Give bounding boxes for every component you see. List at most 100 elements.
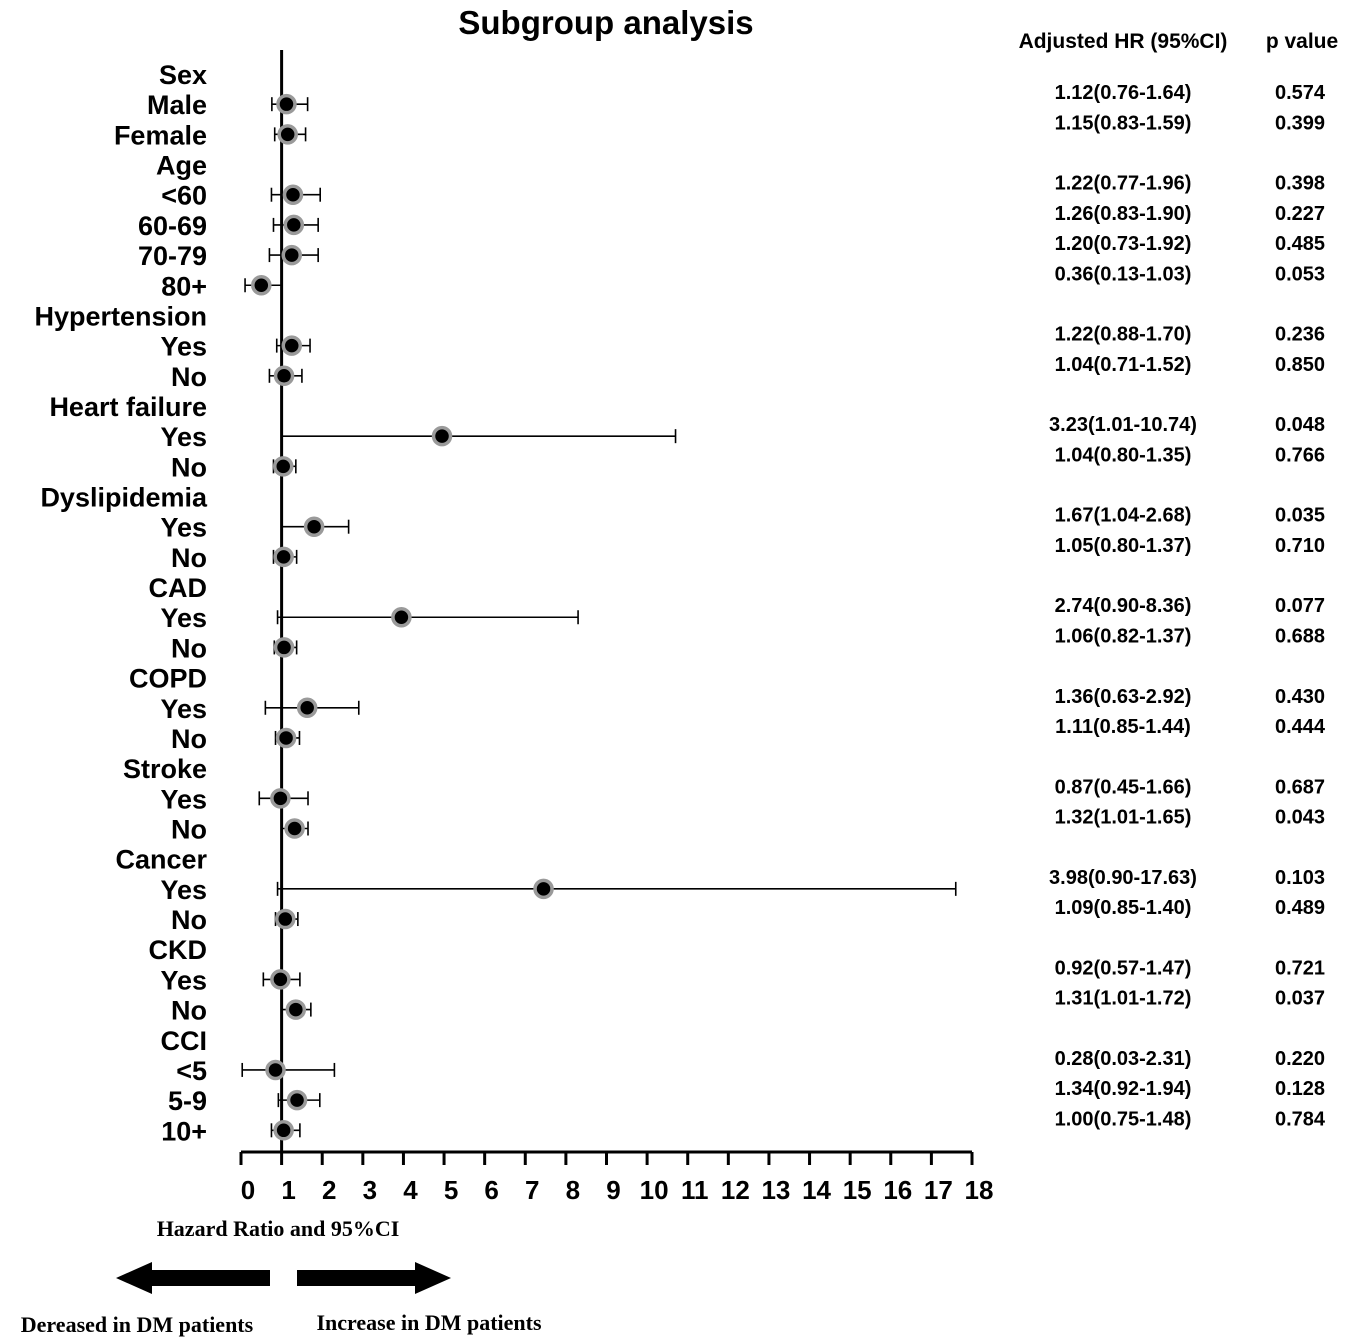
x-tick-label: 17 <box>924 1175 953 1205</box>
hr-value: 1.12(0.76-1.64) <box>1055 82 1192 104</box>
p-value: 0.430 <box>1275 686 1325 708</box>
subgroup-label: No <box>171 362 207 392</box>
p-value: 0.574 <box>1275 82 1326 104</box>
hr-point <box>283 214 305 236</box>
hr-point <box>303 516 325 537</box>
right-arrow-label: Increase in DM patients <box>316 1310 542 1335</box>
subgroup-label: No <box>171 815 207 845</box>
subgroup-label: Female <box>114 120 207 150</box>
p-value: 0.850 <box>1275 354 1325 376</box>
x-tick-label: 6 <box>484 1175 498 1205</box>
hr-point <box>270 969 291 990</box>
hr-value: 2.74(0.90-8.36) <box>1055 595 1192 617</box>
x-tick-label: 15 <box>843 1175 872 1205</box>
subgroup-header: Dyslipidemia <box>40 483 208 513</box>
x-tick-label: 9 <box>606 1175 620 1205</box>
p-value: 0.037 <box>1275 988 1325 1010</box>
p-value: 0.236 <box>1275 324 1325 346</box>
hr-value: 1.26(0.83-1.90) <box>1055 203 1192 225</box>
hr-point <box>277 124 298 145</box>
subgroup-label: Yes <box>160 784 207 814</box>
subgroup-header: Cancer <box>115 845 207 875</box>
p-value: 0.444 <box>1275 716 1326 738</box>
hr-value: 1.09(0.85-1.40) <box>1055 897 1192 919</box>
p-value: 0.485 <box>1275 233 1325 255</box>
hr-point <box>275 727 297 749</box>
hr-value: 1.04(0.80-1.35) <box>1055 444 1192 466</box>
subgroup-label: No <box>171 724 207 754</box>
x-tick-label: 18 <box>965 1175 994 1205</box>
hr-value: 1.04(0.71-1.52) <box>1055 354 1192 376</box>
subgroup-label: 5-9 <box>168 1086 207 1116</box>
subgroup-label: No <box>171 452 207 482</box>
p-value: 0.220 <box>1275 1048 1325 1070</box>
hr-point <box>270 788 291 809</box>
subgroup-label: Yes <box>160 513 207 543</box>
hr-point <box>273 637 295 658</box>
p-value: 0.053 <box>1275 263 1325 285</box>
hr-value: 3.98(0.90-17.63) <box>1049 867 1197 889</box>
subgroup-label: 70-79 <box>138 241 207 271</box>
p-value: 0.035 <box>1275 505 1325 527</box>
p-value: 0.048 <box>1275 414 1325 436</box>
x-axis-title: Hazard Ratio and 95%CI <box>157 1216 400 1241</box>
hr-value: 1.05(0.80-1.37) <box>1055 535 1192 557</box>
hr-value: 1.06(0.82-1.37) <box>1055 625 1192 647</box>
hr-value: 1.36(0.63-2.92) <box>1055 686 1192 708</box>
x-tick-label: 10 <box>640 1175 669 1205</box>
p-value: 0.398 <box>1275 173 1325 195</box>
hr-value: 1.34(0.92-1.94) <box>1055 1078 1192 1100</box>
left-arrow-label: Dereased in DM patients <box>21 1312 254 1337</box>
hr-point <box>431 425 453 447</box>
subgroup-label: 10+ <box>161 1116 207 1146</box>
subgroup-label: No <box>171 633 207 663</box>
hr-value: 1.31(1.01-1.72) <box>1055 988 1192 1010</box>
hr-value: 0.87(0.45-1.66) <box>1055 776 1192 798</box>
x-tick-label: 12 <box>721 1175 750 1205</box>
hr-value: 0.92(0.57-1.47) <box>1055 957 1192 979</box>
hr-value: 1.32(1.01-1.65) <box>1055 807 1192 829</box>
left-arrow-icon <box>116 1262 270 1294</box>
hr-point <box>296 697 318 719</box>
x-tick-label: 0 <box>241 1175 255 1205</box>
subgroup-label: <5 <box>176 1056 207 1086</box>
subgroup-label: No <box>171 996 207 1026</box>
hr-value: 1.11(0.85-1.44) <box>1055 716 1191 738</box>
hr-value: 1.22(0.77-1.96) <box>1055 173 1192 195</box>
hr-value: 0.36(0.13-1.03) <box>1055 263 1192 285</box>
subgroup-label: Yes <box>160 332 207 362</box>
hr-value: 1.20(0.73-1.92) <box>1055 233 1192 255</box>
x-tick-label: 7 <box>525 1175 539 1205</box>
subgroup-header: CKD <box>149 935 208 965</box>
hr-point <box>273 1120 294 1141</box>
x-tick-label: 4 <box>403 1175 418 1205</box>
p-value: 0.710 <box>1275 535 1325 557</box>
hr-value: 1.67(1.04-2.68) <box>1055 505 1192 527</box>
subgroup-label: No <box>171 905 207 935</box>
hr-point <box>533 878 554 900</box>
x-tick-label: 5 <box>444 1175 458 1205</box>
x-axis: 0 1 2 3 4 5 6 7 8 9 10 11 12 13 14 15 16 17 18 <box>239 1150 994 1205</box>
p-value: 0.766 <box>1275 444 1325 466</box>
subgroup-label: No <box>171 543 207 573</box>
p-column-header: p value <box>1266 30 1338 53</box>
p-value: 0.489 <box>1275 897 1325 919</box>
hr-point <box>281 335 303 356</box>
hr-point <box>391 606 412 628</box>
subgroup-header: Age <box>156 151 207 181</box>
x-tick-label: 13 <box>761 1175 790 1205</box>
plot-marks <box>241 50 957 1152</box>
p-value: 0.784 <box>1275 1108 1326 1130</box>
hr-point <box>284 818 305 839</box>
hr-value: 1.22(0.88-1.70) <box>1055 324 1192 346</box>
p-value: 0.227 <box>1275 203 1325 225</box>
right-arrow-icon <box>297 1262 451 1294</box>
subgroup-label: 80+ <box>161 271 207 301</box>
chart-title: Subgroup analysis <box>458 4 753 41</box>
x-tick-label: 1 <box>281 1175 295 1205</box>
p-value: 0.128 <box>1275 1078 1325 1100</box>
x-tick-label: 11 <box>681 1175 709 1205</box>
subgroup-header: Sex <box>159 60 207 90</box>
subgroup-header: Hypertension <box>34 301 207 331</box>
